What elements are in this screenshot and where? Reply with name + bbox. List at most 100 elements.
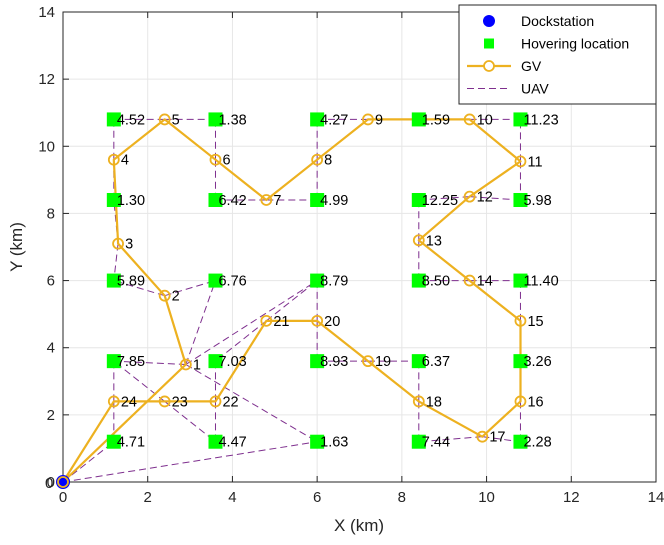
gv-label: 10 xyxy=(477,112,493,128)
uav-link xyxy=(113,199,119,244)
gv-label: 12 xyxy=(477,190,493,206)
hover-marker xyxy=(411,193,426,207)
gv-marker xyxy=(260,194,273,206)
gv-marker xyxy=(311,153,324,166)
uav-link xyxy=(113,360,186,365)
x-tick-label: 6 xyxy=(313,489,321,506)
hover-marker xyxy=(310,273,325,288)
y-tick-label: 4 xyxy=(47,340,55,357)
gv-marker xyxy=(311,314,324,327)
gv-label: 14 xyxy=(477,274,493,290)
gv-label: 22 xyxy=(222,394,238,410)
gv-marker xyxy=(463,274,476,287)
hover-label: 4.99 xyxy=(320,193,348,209)
hover-label: 4.52 xyxy=(117,112,145,128)
gv-marker xyxy=(514,314,527,327)
gv-label: 2 xyxy=(172,289,180,305)
legend-hover-symbol xyxy=(484,38,494,49)
gv-label: 18 xyxy=(426,394,442,410)
uav-link xyxy=(185,280,216,365)
x-tick-label: 0 xyxy=(59,489,67,506)
uav-link xyxy=(185,280,318,365)
hover-marker xyxy=(411,434,426,449)
y-tick-label: 12 xyxy=(38,71,55,88)
hover-marker xyxy=(411,354,426,369)
x-tick-label: 8 xyxy=(398,489,406,506)
hover-marker xyxy=(106,112,121,127)
x-tick-label: 14 xyxy=(648,489,664,506)
hover-marker xyxy=(513,193,528,207)
uav-link xyxy=(164,280,216,297)
uav-link xyxy=(469,196,521,201)
hover-label: 2.28 xyxy=(523,435,551,451)
x-tick-label: 4 xyxy=(228,489,236,506)
uav-link xyxy=(113,280,165,297)
legend-gv-symbol xyxy=(483,60,495,72)
hover-label: 12.25 xyxy=(422,193,458,209)
hover-marker xyxy=(513,273,528,288)
x-axis-label: X (km) xyxy=(334,516,384,535)
gv-label: 9 xyxy=(375,112,383,128)
y-tick-label: 0 xyxy=(47,474,55,491)
hover-marker xyxy=(208,354,223,369)
uav-link xyxy=(482,436,521,443)
gv-label: 24 xyxy=(121,394,137,410)
legend-gv-text: GV xyxy=(521,58,542,74)
gv-points xyxy=(107,113,527,443)
gv-label: 21 xyxy=(273,314,289,330)
gv-route xyxy=(62,118,522,483)
hover-marker xyxy=(208,112,223,127)
hover-label: 1.38 xyxy=(218,112,246,128)
hover-label: 7.44 xyxy=(422,435,450,451)
hovering-locations xyxy=(106,112,528,449)
hover-marker xyxy=(513,112,528,127)
hover-marker xyxy=(106,273,121,288)
hover-marker xyxy=(106,193,121,207)
dockstation-route-marker xyxy=(57,476,69,488)
hover-label: 6.76 xyxy=(218,274,246,290)
hover-marker xyxy=(411,112,426,127)
gv-label: 4 xyxy=(121,153,129,169)
hover-marker xyxy=(310,112,325,127)
hover-marker xyxy=(310,434,325,449)
gv-marker xyxy=(463,113,476,126)
gv-marker xyxy=(362,355,374,368)
gv-label: 5 xyxy=(172,112,180,128)
gv-marker xyxy=(107,153,120,166)
legend-dock-symbol xyxy=(483,15,495,27)
gv-marker xyxy=(412,395,425,408)
y-tick-label: 6 xyxy=(47,273,55,290)
gv-marker xyxy=(362,113,374,126)
gv-label: 6 xyxy=(222,153,230,169)
gv-route-line xyxy=(62,118,522,483)
y-tick-label: 2 xyxy=(47,407,55,424)
gv-label: 8 xyxy=(324,153,332,169)
hover-marker xyxy=(208,434,223,449)
legend-uav-text: UAV xyxy=(521,81,549,97)
uav-link xyxy=(418,196,470,201)
dockstation xyxy=(56,475,70,489)
hover-marker xyxy=(106,434,121,449)
gv-label: 13 xyxy=(426,233,442,249)
hover-label: 4.47 xyxy=(218,435,246,451)
hover-label: 8.50 xyxy=(422,274,450,290)
x-tick-label: 10 xyxy=(478,489,495,506)
legend-hovering-location-text: Hovering location xyxy=(521,36,629,52)
hover-marker xyxy=(208,273,223,288)
y-tick-label: 10 xyxy=(38,138,55,155)
dockstation-label: 0 xyxy=(45,475,53,492)
gv-marker xyxy=(476,430,489,443)
hover-label: 4.71 xyxy=(117,435,145,451)
gv-marker xyxy=(179,358,192,371)
hover-label: 4.27 xyxy=(320,112,348,128)
gv-marker xyxy=(209,153,222,166)
gv-marker xyxy=(209,395,222,408)
gv-marker xyxy=(158,289,171,302)
hover-marker xyxy=(310,354,325,369)
hover-label: 1.59 xyxy=(422,112,450,128)
gv-marker xyxy=(107,395,120,408)
y-tick-label: 8 xyxy=(47,205,55,222)
hover-marker xyxy=(513,434,528,449)
